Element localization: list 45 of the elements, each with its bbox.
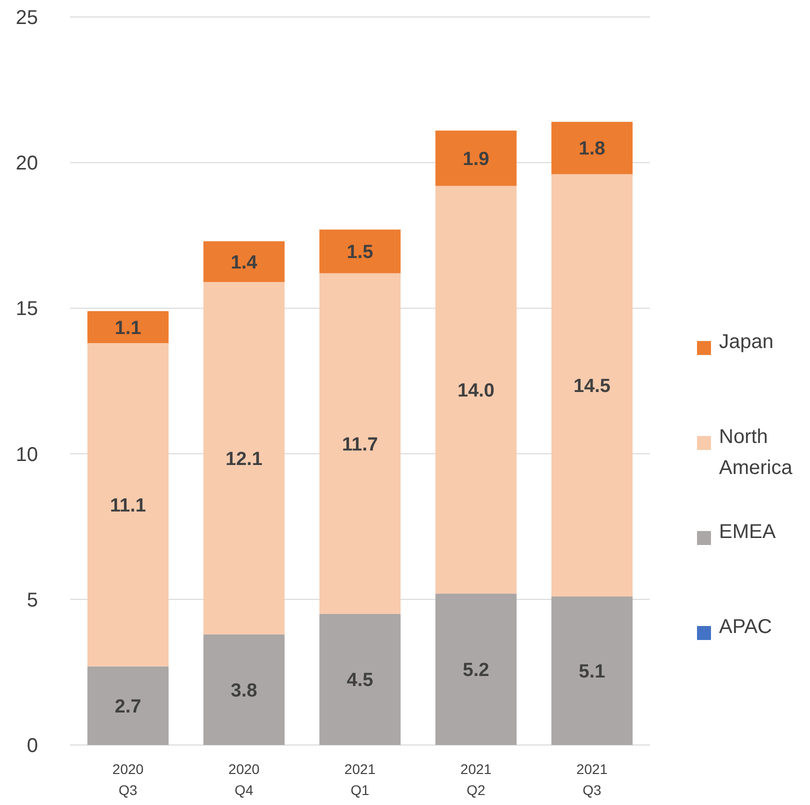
y-tick-label: 10 <box>16 444 38 466</box>
bar <box>551 122 633 174</box>
bar <box>319 230 401 274</box>
x-tick-label: 2021 Q2 <box>460 761 492 798</box>
data-label: 11.7 <box>342 434 378 456</box>
y-tick-label: 5 <box>26 589 38 612</box>
data-label: 1.1 <box>114 318 142 339</box>
bar <box>319 273 401 614</box>
bar <box>435 186 517 594</box>
data-label: 11.1 <box>110 495 146 516</box>
bar <box>551 174 633 596</box>
legend-label: EMEA <box>719 521 776 543</box>
data-label: 3.8 <box>230 680 258 702</box>
data-label: 1.5 <box>346 242 374 264</box>
data-label: 4.5 <box>346 670 374 692</box>
legend-label: APAC <box>719 616 772 638</box>
x-tick-label: 2021 Q3 <box>576 761 608 798</box>
bar <box>435 130 517 186</box>
bar <box>203 241 285 282</box>
y-tick-label: 25 <box>16 7 38 29</box>
x-tick-label: 2020 Q3 <box>112 761 144 798</box>
bar <box>87 666 169 745</box>
y-tick-label: 0 <box>26 735 38 757</box>
bar <box>87 311 169 344</box>
data-label: 12.1 <box>226 448 263 470</box>
data-label: 14.5 <box>574 376 611 398</box>
y-tick-label: 15 <box>16 298 38 320</box>
data-label: 5.2 <box>462 660 490 681</box>
data-label: 5.1 <box>578 661 606 682</box>
data-label: 2.7 <box>114 696 142 718</box>
y-tick-label: 20 <box>16 152 38 175</box>
data-label: 1.9 <box>462 148 490 170</box>
bar <box>319 614 401 745</box>
bar <box>87 343 169 666</box>
bar <box>435 594 517 745</box>
bar <box>203 282 285 634</box>
data-label: 1.4 <box>230 252 258 274</box>
data-label: 1.8 <box>578 138 606 160</box>
legend-label: Japan <box>719 331 774 353</box>
bar <box>203 634 285 745</box>
bar <box>551 596 633 745</box>
data-label: 14.0 <box>458 380 494 402</box>
x-tick-label: 2021 Q1 <box>344 761 376 798</box>
x-tick-label: 2020 Q4 <box>228 761 260 798</box>
legend-label: North America <box>719 426 794 479</box>
